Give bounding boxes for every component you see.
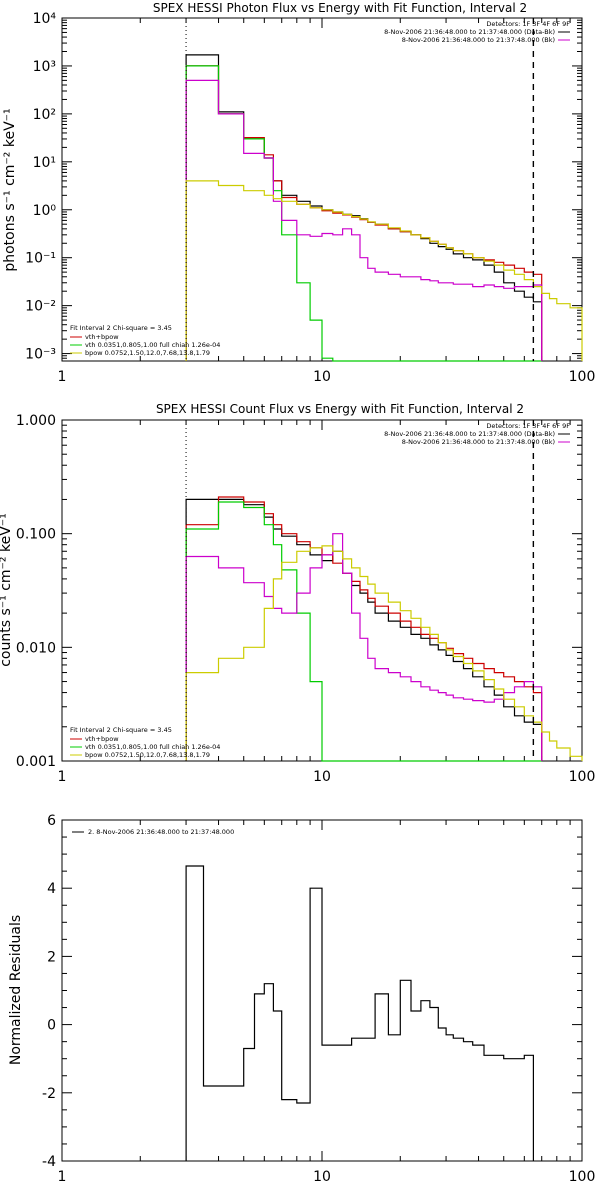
series-layer — [185, 865, 534, 1161]
series-0-line — [185, 498, 543, 761]
x-tick-label: 1 — [58, 1169, 67, 1185]
y-tick-label: 0.001 — [16, 754, 56, 770]
legend-data-bk: 8-Nov-2006 21:36:48.000 to 21:37:48.000 … — [384, 28, 555, 36]
legend-top: Detectors: 1F 3F 4F 6F 9F 8-Nov-2006 21:… — [384, 20, 570, 44]
series-layer — [185, 496, 583, 762]
legend-bottom: Fit Interval 2 Chi-square = 3.45 vth+bpo… — [70, 726, 220, 759]
series-2-line — [185, 65, 542, 362]
chart-title: SPEX HESSI Count Flux vs Energy with Fit… — [156, 402, 524, 416]
legend-interval: 2. 8-Nov-2006 21:36:48.000 to 21:37:48.0… — [88, 828, 234, 836]
tick-labels: 1 10 100 0.001 0.010 0.100 1.000 — [16, 413, 595, 785]
x-tick-label: 100 — [569, 1169, 596, 1185]
legend-detectors: Detectors: 1F 3F 4F 6F 9F — [486, 422, 570, 430]
legend-vth: vth 0.0351,0.805,1.00 full chian 1.26e-0… — [85, 341, 220, 349]
plot-frame — [61, 17, 583, 362]
y-tick-label: -2 — [42, 1086, 56, 1102]
y-tick-label: 4 — [47, 881, 56, 897]
y-tick-label: 10³ — [33, 59, 56, 75]
legend-fit-interval: Fit Interval 2 Chi-square = 3.45 — [70, 324, 172, 332]
reference-lines — [185, 420, 535, 761]
legend-bpow: bpow 0.0752,1.50,12.0,7.68,13.8,1.79 — [85, 751, 210, 759]
x-tick-label: 100 — [569, 769, 596, 785]
x-tick-label: 1 — [58, 769, 67, 785]
legend-bk: 8-Nov-2006 21:36:48.000 to 21:37:48.000 … — [402, 438, 555, 446]
y-tick-label: 10⁻² — [25, 299, 56, 315]
series-0-line — [185, 54, 543, 361]
x-tick-label: 100 — [569, 369, 596, 385]
y-tick-label: 6 — [47, 813, 56, 829]
y-axis-label: photons s⁻¹ cm⁻² keV⁻¹ — [2, 108, 18, 271]
series-4-line — [185, 180, 583, 361]
photon-flux-chart: SPEX HESSI Photon Flux vs Energy with Fi… — [2, 1, 595, 385]
tick-labels: 1 10 100 10⁻³ 10⁻² 10⁻¹ 10⁰ 10¹ 10² 10³ 10⁴ — [25, 11, 595, 385]
legend-data-bk: 8-Nov-2006 21:36:48.000 to 21:37:48.000 … — [384, 430, 555, 438]
x-tick-label: 10 — [313, 769, 331, 785]
reference-lines — [185, 18, 535, 361]
series-4-line — [185, 545, 583, 761]
legend-vth: vth 0.0351,0.805,1.00 full chian 1.26e-0… — [85, 743, 220, 751]
series-0-line — [185, 865, 534, 1161]
legend: 2. 8-Nov-2006 21:36:48.000 to 21:37:48.0… — [72, 828, 234, 836]
legend-fit: vth+bpow — [85, 333, 119, 341]
legend-bottom: Fit Interval 2 Chi-square = 3.45 vth+bpo… — [70, 324, 220, 357]
legend-detectors: Detectors: 1F 3F 4F 6F 9F — [486, 20, 570, 28]
y-tick-label: 1.000 — [16, 413, 56, 429]
series-2-line — [185, 501, 542, 762]
y-tick-label: 10⁴ — [33, 11, 57, 27]
series-layer — [185, 54, 583, 362]
series-3-line — [185, 533, 543, 761]
y-tick-label: 0.010 — [16, 640, 56, 656]
series-3-line — [185, 79, 543, 361]
x-tick-label: 10 — [313, 1169, 331, 1185]
x-tick-label: 1 — [58, 369, 67, 385]
y-tick-label: 10⁰ — [33, 203, 57, 219]
y-tick-label: 10¹ — [33, 155, 56, 171]
y-tick-label: -4 — [42, 1154, 56, 1170]
y-tick-label: 0 — [47, 1018, 56, 1034]
chart-title: SPEX HESSI Photon Flux vs Energy with Fi… — [153, 1, 527, 15]
y-tick-label: 10² — [33, 107, 56, 123]
y-tick-label: 10⁻³ — [25, 347, 56, 363]
y-axis-label: counts s⁻¹ cm⁻² keV⁻¹ — [0, 513, 14, 667]
axis-ticks — [61, 819, 582, 1162]
residuals-chart: 1 10 100 -4 -2 0 2 4 6 Normalized Residuals 2. 8… — [8, 813, 595, 1185]
x-tick-label: 10 — [313, 369, 331, 385]
tick-labels: 1 10 100 -4 -2 0 2 4 6 — [42, 813, 595, 1185]
legend-fit: vth+bpow — [85, 735, 119, 743]
series-1-line — [185, 65, 543, 361]
y-axis-label: Normalized Residuals — [8, 915, 24, 1065]
axis-ticks — [61, 18, 582, 362]
count-flux-chart: SPEX HESSI Count Flux vs Energy with Fit… — [0, 402, 595, 785]
legend-bpow: bpow 0.0752,1.50,12.0,7.68,13.8,1.79 — [85, 349, 210, 357]
legend-fit-interval: Fit Interval 2 Chi-square = 3.45 — [70, 726, 172, 734]
y-tick-label: 10⁻¹ — [25, 251, 56, 267]
y-tick-label: 0.100 — [16, 527, 56, 543]
y-tick-label: 2 — [47, 949, 56, 965]
series-1-line — [185, 496, 543, 761]
legend-top: Detectors: 1F 3F 4F 6F 9F 8-Nov-2006 21:… — [384, 422, 570, 446]
legend-bk: 8-Nov-2006 21:36:48.000 to 21:37:48.000 … — [402, 36, 555, 44]
